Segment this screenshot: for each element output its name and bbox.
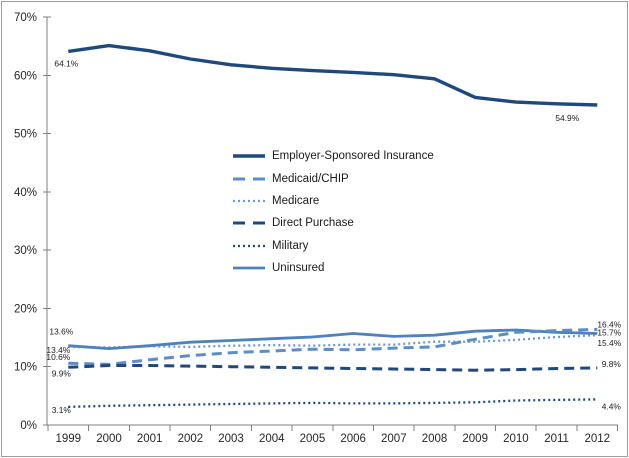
- legend-label: Medicaid/CHIP: [272, 172, 349, 185]
- y-axis-label: 70%: [14, 12, 37, 24]
- legend-item-uninsured: Uninsured: [232, 257, 434, 279]
- legend-label: Medicare: [272, 194, 320, 207]
- legend-swatch-solid-line: [233, 266, 265, 270]
- y-axis-label: 60%: [14, 70, 37, 82]
- legend-item-employer-sponsored-insurance: Employer-Sponsored Insurance: [232, 145, 434, 167]
- x-axis-label: 2001: [137, 433, 163, 445]
- legend-label: Employer-Sponsored Insurance: [272, 150, 434, 163]
- x-axis-label: 2006: [340, 433, 366, 445]
- legend-swatch-solid-line: [233, 154, 265, 158]
- legend-swatch-dotted-line: [233, 244, 265, 247]
- x-axis-label: 2008: [422, 433, 448, 445]
- x-axis-label: 2002: [178, 433, 204, 445]
- data-label: 3.1%: [52, 405, 72, 415]
- x-axis-label: 2005: [300, 433, 326, 445]
- data-label: 13.6%: [49, 327, 73, 337]
- series-line-medicaid-chip: [68, 327, 598, 366]
- legend-swatch-dotted-line: [233, 199, 265, 203]
- data-label: 15.7%: [597, 327, 621, 337]
- series-line-military: [68, 398, 598, 409]
- x-axis-label: 2009: [462, 433, 488, 445]
- x-axis-label: 2011: [544, 433, 569, 445]
- series-line-medicare: [68, 334, 598, 349]
- x-axis-label: 1999: [56, 433, 82, 445]
- x-axis-label: 2010: [503, 433, 529, 445]
- x-axis-label: 2012: [584, 433, 610, 445]
- legend-swatch-dashed-line: [233, 221, 265, 225]
- y-axis-label: 20%: [14, 303, 37, 315]
- legend-item-military: Military: [232, 235, 434, 257]
- data-label: 15.4%: [597, 338, 621, 348]
- series-line-direct-purchase: [68, 364, 598, 372]
- data-label: 54.9%: [555, 113, 579, 123]
- y-axis-label: 50%: [14, 129, 37, 141]
- x-axis-label: 2004: [259, 433, 285, 445]
- data-label: 10.6%: [46, 352, 70, 362]
- legend-item-medicare: Medicare: [232, 190, 434, 212]
- x-axis-label: 2000: [96, 433, 122, 445]
- x-axis-label: 2007: [381, 433, 407, 445]
- legend-label: Military: [272, 239, 309, 252]
- data-label: 16.4%: [597, 319, 621, 329]
- x-axis-label: 2003: [218, 433, 244, 445]
- data-label: 9.9%: [52, 368, 72, 378]
- data-label: 4.4%: [602, 401, 622, 411]
- series-line-employer-sponsored-insurance: [68, 43, 598, 107]
- legend-swatch-dashed-line: [233, 177, 265, 181]
- y-axis-label: 10%: [14, 362, 37, 374]
- legend-item-direct-purchase: Direct Purchase: [232, 212, 434, 234]
- data-label: 64.1%: [54, 58, 78, 68]
- chart-legend: Employer-Sponsored Insurance Medicaid/CHI…: [232, 145, 434, 279]
- legend-item-medicaid-chip: Medicaid/CHIP: [232, 167, 434, 189]
- y-axis-label: 0%: [20, 420, 37, 432]
- y-axis-label: 30%: [14, 245, 37, 257]
- data-label: 13.4%: [46, 345, 70, 355]
- legend-label: Direct Purchase: [272, 217, 354, 230]
- legend-label: Uninsured: [272, 262, 325, 275]
- data-label: 9.8%: [602, 359, 622, 369]
- y-axis-label: 40%: [14, 187, 37, 199]
- series-line-uninsured: [68, 328, 598, 351]
